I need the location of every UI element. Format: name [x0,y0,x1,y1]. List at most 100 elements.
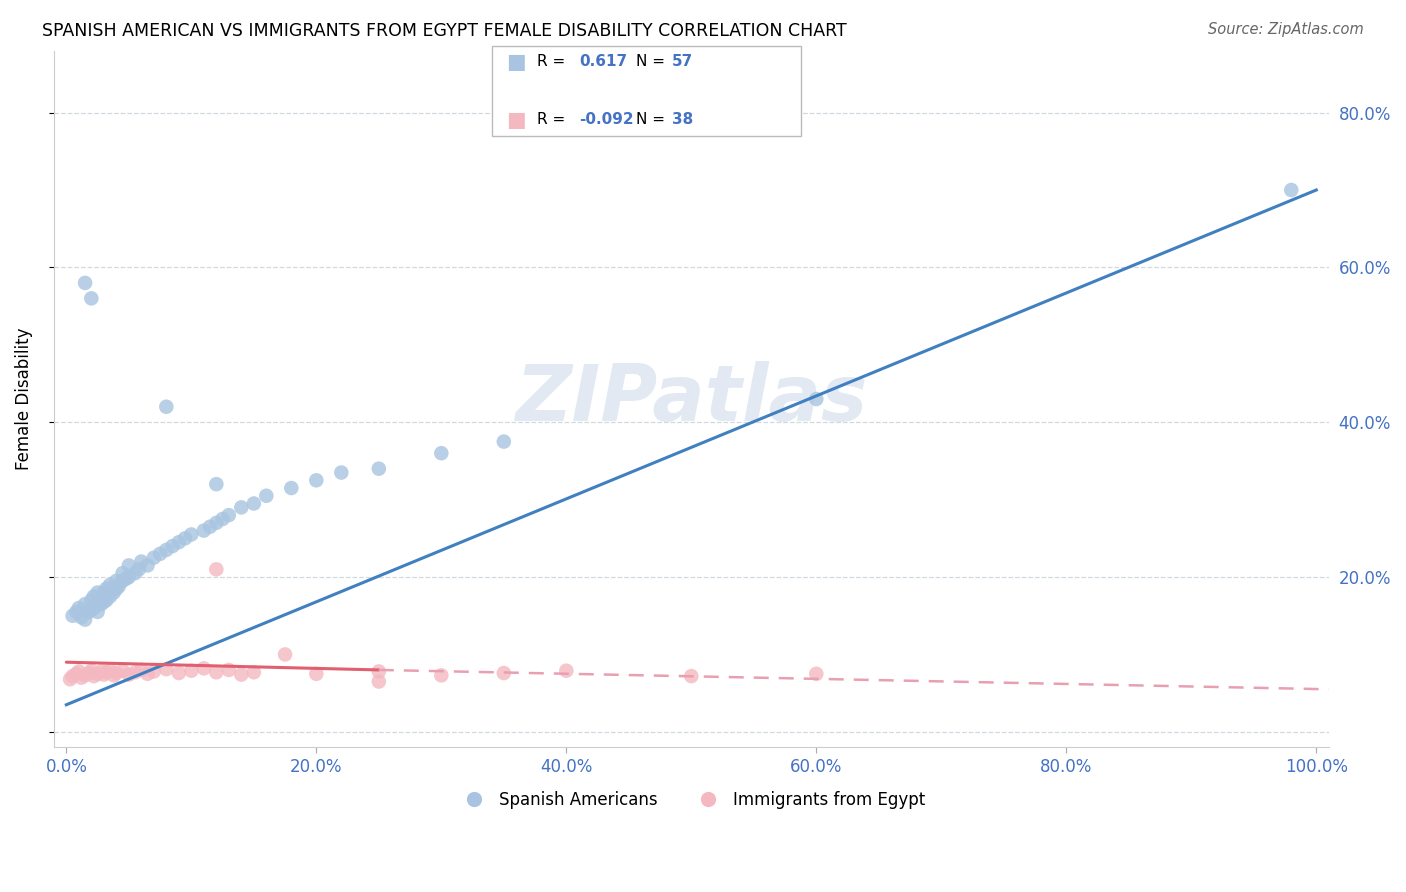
Point [180,664,202,678]
Point [96,665,118,680]
Point [105,582,128,596]
Point [103,668,125,682]
Point [167,666,190,681]
Point [115,572,138,586]
Point [211,512,233,526]
Point [136,666,159,681]
Point [80,593,103,607]
Point [218,508,240,522]
Point [142,550,165,565]
Point [367,461,389,475]
Point [90,665,112,679]
Point [98,663,121,677]
Point [274,648,297,662]
Point [243,665,266,680]
Point [80,664,103,678]
Point [205,477,228,491]
Point [67,601,90,615]
Text: Source: ZipAtlas.com: Source: ZipAtlas.com [1208,22,1364,37]
Point [77,666,100,681]
Point [231,667,253,681]
Point [80,292,103,306]
Y-axis label: Female Disability: Female Disability [15,327,32,470]
Point [492,666,515,681]
Point [93,585,115,599]
Point [105,666,128,681]
Legend: Spanish Americans, Immigrants from Egypt: Spanish Americans, Immigrants from Egypt [451,784,932,815]
Text: -0.092: -0.092 [579,112,634,128]
Text: R =: R = [537,112,565,128]
Point [96,593,118,607]
Point [205,516,228,530]
Point [75,597,97,611]
Text: 38: 38 [672,112,693,128]
Point [681,669,703,683]
Point [111,664,134,678]
Point [93,595,115,609]
Point [65,605,87,619]
Point [75,276,97,290]
Point [174,532,197,546]
Point [124,665,146,680]
Text: SPANISH AMERICAN VS IMMIGRANTS FROM EGYPT FEMALE DISABILITY CORRELATION CHART: SPANISH AMERICAN VS IMMIGRANTS FROM EGYP… [42,22,846,40]
Text: ZIPatlas: ZIPatlas [515,361,868,437]
Point [111,566,134,581]
Point [131,555,153,569]
Point [193,661,215,675]
Point [118,558,141,573]
Point [155,662,177,676]
Point [118,570,141,584]
Point [806,392,828,406]
Point [98,590,121,604]
Point [75,613,97,627]
Point [111,574,134,588]
Point [492,434,515,449]
Point [430,446,453,460]
Text: ■: ■ [506,110,526,130]
Point [142,665,165,679]
Point [70,610,93,624]
Point [162,539,184,553]
Point [280,481,302,495]
Point [218,663,240,677]
Point [149,547,172,561]
Point [193,524,215,538]
Point [65,666,87,681]
Text: R =: R = [537,54,565,70]
Point [70,671,93,685]
Point [1279,183,1302,197]
Point [198,520,221,534]
Point [243,496,266,510]
Point [90,597,112,611]
Point [86,666,108,681]
Point [98,578,121,592]
Point [108,579,131,593]
Point [367,674,389,689]
Point [305,666,328,681]
Point [124,566,146,581]
Point [330,466,353,480]
Point [83,590,105,604]
Point [254,489,277,503]
Point [180,527,202,541]
Point [62,608,84,623]
Point [86,585,108,599]
Point [75,668,97,682]
Point [136,558,159,573]
Point [205,562,228,576]
Point [96,582,118,596]
Point [103,585,125,599]
Point [305,473,328,487]
Point [205,665,228,680]
Text: 0.617: 0.617 [579,54,627,70]
Point [86,605,108,619]
Text: N =: N = [636,54,665,70]
Point [131,663,153,677]
Text: 57: 57 [672,54,693,70]
Point [231,500,253,515]
Point [155,400,177,414]
Point [77,605,100,619]
Point [83,601,105,615]
Point [86,597,108,611]
Point [59,672,82,686]
